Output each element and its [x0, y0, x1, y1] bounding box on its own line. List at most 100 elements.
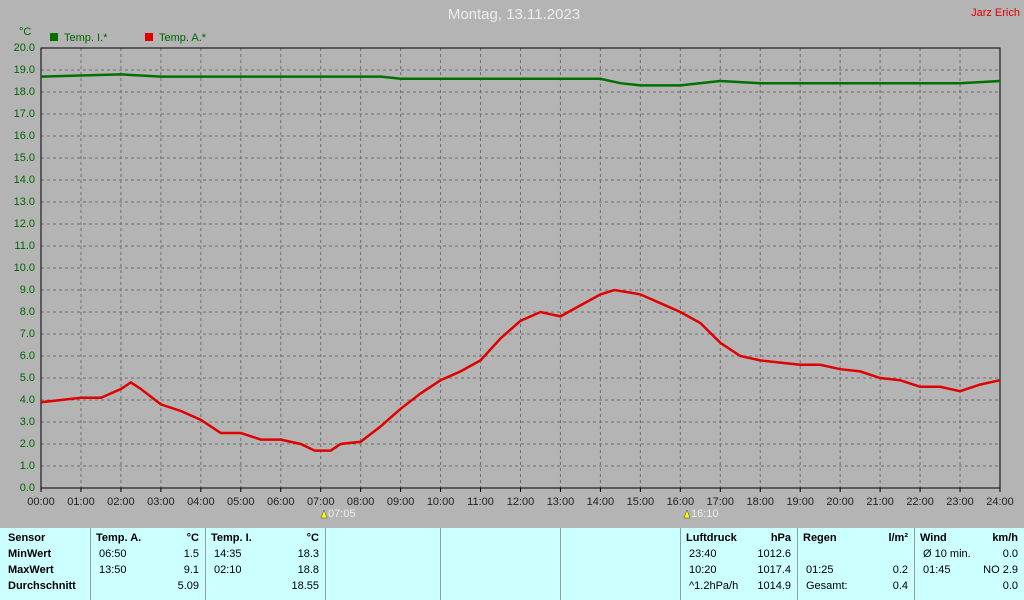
legend-swatch — [145, 33, 153, 41]
cell-time: 13:50 — [99, 564, 127, 576]
cell-value: 1014.9 — [757, 580, 791, 592]
y-tick-label: 2.0 — [20, 438, 35, 450]
series-line — [40, 288, 1001, 452]
cell-time: 10:20 — [689, 564, 717, 576]
cell-time: Ø 10 min. — [923, 548, 971, 560]
x-tick-label: 22:00 — [906, 496, 934, 508]
row-label: Durchschnitt — [8, 580, 76, 592]
cell-value: NO 2.9 — [983, 564, 1018, 576]
cell-time: 01:25 — [806, 564, 834, 576]
cell-time: 06:50 — [99, 548, 127, 560]
x-tick-label: 24:00 — [986, 496, 1014, 508]
x-tick-label: 12:00 — [507, 496, 535, 508]
x-tick-label: 08:00 — [347, 496, 375, 508]
cell-value: 5.09 — [177, 580, 199, 592]
x-tick-label: 09:00 — [387, 496, 415, 508]
cell-value: 18.3 — [297, 548, 319, 560]
table-column: Temp. A. °C 06:50 1.5 13:50 9.1 5.09 — [90, 528, 205, 600]
cell-time: 02:10 — [214, 564, 242, 576]
table-column: Sensor MinWert MaxWert Durchschnitt — [0, 528, 90, 600]
column-header: Temp. I. — [211, 532, 252, 544]
y-tick-label: 9.0 — [20, 284, 35, 296]
y-tick-label: 14.0 — [14, 174, 35, 186]
plot-border — [40, 47, 1001, 489]
x-tick-label: 02:00 — [107, 496, 135, 508]
legend-swatch — [50, 33, 58, 41]
x-tick-label: 03:00 — [147, 496, 175, 508]
cell-time: ^1.2hPa/h — [689, 580, 739, 592]
x-tick-label: 01:00 — [67, 496, 95, 508]
column-unit: l/m² — [888, 532, 908, 544]
cell-time: 14:35 — [214, 548, 242, 560]
y-tick-label: 5.0 — [20, 372, 35, 384]
column-unit: hPa — [770, 532, 791, 544]
x-tick-label: 19:00 — [786, 496, 814, 508]
author: Jarz Erich — [971, 7, 1020, 19]
y-tick-label: 10.0 — [14, 262, 35, 274]
y-tick-label: 3.0 — [20, 416, 35, 428]
table-column: Temp. I. °C 14:35 18.3 02:10 18.8 18.55 — [205, 528, 325, 600]
y-tick-label: 20.0 — [14, 42, 35, 54]
cell-value: 9.1 — [183, 564, 199, 576]
cell-value: 18.55 — [291, 580, 319, 592]
empty-column — [440, 528, 560, 600]
cell-value: 0.2 — [892, 564, 908, 576]
x-tick-label: 14:00 — [587, 496, 615, 508]
x-tick-label: 07:00 — [307, 496, 335, 508]
y-tick-label: 12.0 — [14, 218, 35, 230]
x-tick-label: 00:00 — [27, 496, 55, 508]
y-axis-label: °C — [19, 26, 31, 38]
y-tick-label: 15.0 — [14, 152, 35, 164]
table-column: Regen l/m² 01:25 0.2 Gesamt: 0.4 — [797, 528, 914, 600]
y-tick-label: 4.0 — [20, 394, 35, 406]
cell-value: 0.0 — [1002, 580, 1018, 592]
y-tick-label: 13.0 — [14, 196, 35, 208]
table-column: Luftdruck hPa 23:40 1012.6 10:20 1017.4 ^1.2hP… — [680, 528, 797, 600]
x-tick-label: 17:00 — [707, 496, 735, 508]
x-tick-label: 13:00 — [547, 496, 575, 508]
cell-value: 0.0 — [1002, 548, 1018, 560]
y-tick-label: 6.0 — [20, 350, 35, 362]
x-tick-label: 23:00 — [946, 496, 974, 508]
row-label: MaxWert — [8, 564, 54, 576]
x-tick-label: 21:00 — [866, 496, 894, 508]
y-tick-label: 18.0 — [14, 86, 35, 98]
series-line — [40, 73, 1001, 87]
legend-label: Temp. I.* — [64, 32, 108, 44]
chart-title: Montag, 13.11.2023 — [448, 6, 580, 23]
column-unit: °C — [306, 532, 319, 544]
y-tick-label: 19.0 — [14, 64, 35, 76]
column-unit: km/h — [992, 532, 1018, 544]
y-tick-label: 0.0 — [20, 482, 35, 494]
y-tick-label: 11.0 — [14, 240, 35, 252]
cell-value: 18.8 — [297, 564, 319, 576]
column-header: Wind — [920, 532, 947, 544]
cell-value: 1.5 — [183, 548, 199, 560]
row-label: MinWert — [8, 548, 52, 560]
x-tick-label: 15:00 — [627, 496, 655, 508]
chart: Montag, 13.11.2023 Jarz Erich °C 0.0 1.0 2… — [14, 6, 1020, 520]
sun-marker — [320, 509, 328, 519]
x-tick-label: 11:00 — [467, 496, 494, 508]
stats-table: Sensor MinWert MaxWert Durchschnitt Temp. A.… — [0, 528, 1024, 600]
y-tick-label: 8.0 — [20, 306, 35, 318]
cell-value: 0.4 — [892, 580, 908, 592]
x-tick-label: 05:00 — [227, 496, 255, 508]
sun-marker — [683, 509, 691, 519]
sun-time: 07:05 — [328, 508, 356, 520]
y-tick-label: 16.0 — [14, 130, 35, 142]
cell-value: 1012.6 — [757, 548, 791, 560]
cell-time: Gesamt: — [806, 580, 848, 592]
empty-column — [325, 528, 440, 600]
column-header: Temp. A. — [96, 532, 142, 544]
y-tick-label: 17.0 — [14, 108, 35, 120]
table-column: Wind km/h Ø 10 min. 0.0 01:45 NO 2.9 0.0 — [914, 528, 1024, 600]
y-tick-label: 1.0 — [20, 460, 35, 472]
cell-value: 1017.4 — [757, 564, 791, 576]
y-tick-label: 7.0 — [20, 328, 35, 340]
legend-label: Temp. A.* — [159, 32, 207, 44]
x-tick-label: 16:00 — [667, 496, 695, 508]
cell-time: 23:40 — [689, 548, 717, 560]
column-header: Sensor — [8, 532, 46, 544]
column-header: Luftdruck — [686, 532, 737, 544]
